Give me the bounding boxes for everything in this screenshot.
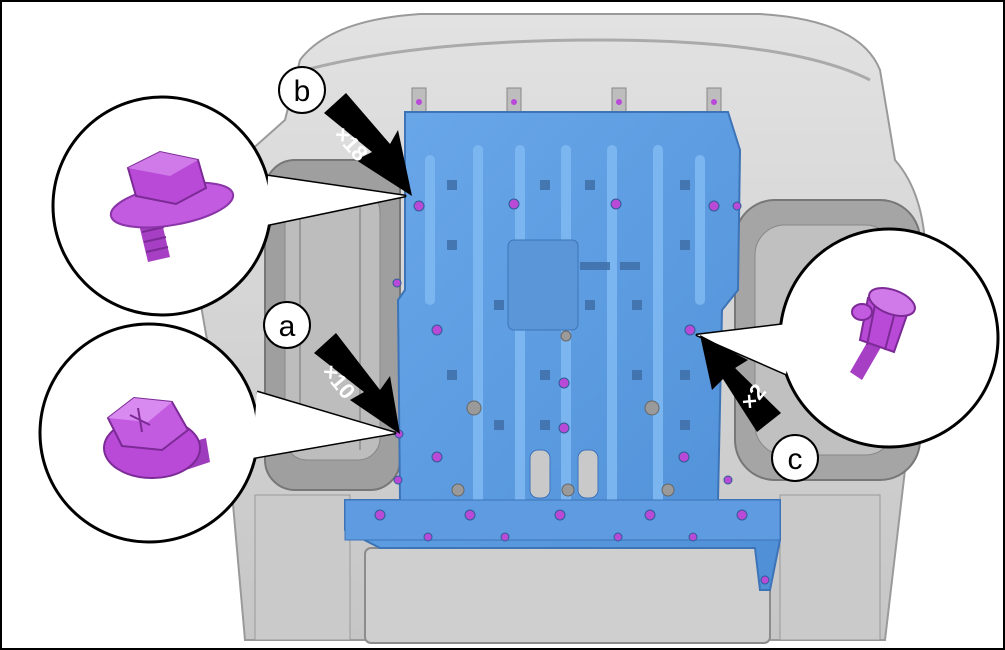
push-clip-icon	[850, 287, 916, 380]
callout-letter-b: b	[294, 75, 311, 108]
rear-tank	[364, 547, 771, 644]
detail-bolt-b	[51, 95, 407, 317]
underbody-shield	[344, 111, 781, 591]
callout-a: a	[263, 301, 311, 349]
callout-letter-a: a	[279, 310, 296, 343]
callout-b: b	[278, 66, 326, 114]
callout-c: c	[771, 434, 819, 482]
flange-bolt-icon	[109, 150, 235, 262]
detail-clip-c	[695, 227, 1000, 449]
callout-letter-c: c	[788, 443, 803, 476]
flange-bolt-head-icon	[103, 396, 210, 479]
detail-bolt-a	[38, 322, 397, 544]
